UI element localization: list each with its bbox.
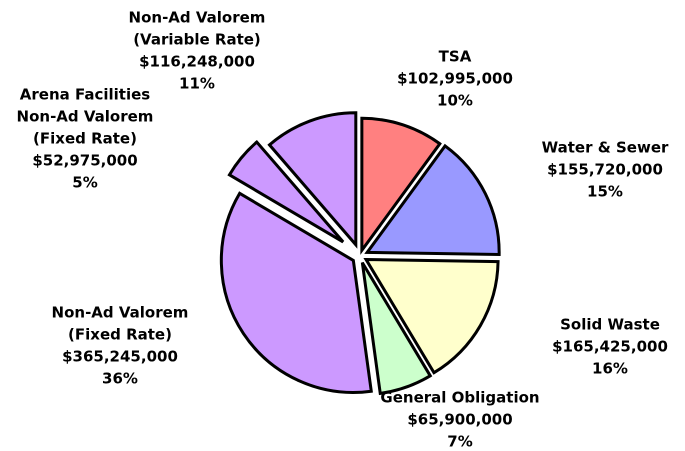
value-label: $165,425,000 <box>552 338 668 356</box>
slice-label: (Variable Rate) <box>133 31 261 49</box>
value-label: $116,248,000 <box>139 53 255 71</box>
slice-label: General Obligation <box>380 389 539 407</box>
slice-label: (Fixed Rate) <box>33 130 137 148</box>
slice-label: TSA <box>439 48 472 66</box>
percent-label: 11% <box>179 75 215 93</box>
pie-slice <box>364 143 501 257</box>
percent-label: 36% <box>102 370 138 388</box>
pie-slice <box>267 111 358 249</box>
pie-slice <box>363 257 500 375</box>
value-label: $365,245,000 <box>62 348 178 366</box>
slice-label: Non-Ad Valorem <box>17 108 154 126</box>
percent-label: 16% <box>592 360 628 378</box>
pie-slice <box>227 139 345 244</box>
pie-slice <box>360 261 433 396</box>
pie-slice <box>360 116 442 255</box>
slice-label: (Fixed Rate) <box>68 326 172 344</box>
percent-label: 5% <box>72 174 97 192</box>
slice-label: Solid Waste <box>560 316 660 334</box>
percent-label: 7% <box>447 433 472 451</box>
pie-slice <box>219 191 373 394</box>
slice-label: Water & Sewer <box>542 139 669 157</box>
slice-label: Non-Ad Valorem <box>52 304 189 322</box>
value-label: $52,975,000 <box>32 152 137 170</box>
value-label: $155,720,000 <box>547 161 663 179</box>
percent-label: 10% <box>437 92 473 110</box>
slice-label: Arena Facilities <box>20 86 150 104</box>
percent-label: 15% <box>587 183 623 201</box>
value-label: $65,900,000 <box>407 411 512 429</box>
slice-label: Non-Ad Valorem <box>129 9 266 27</box>
value-label: $102,995,000 <box>397 70 513 88</box>
